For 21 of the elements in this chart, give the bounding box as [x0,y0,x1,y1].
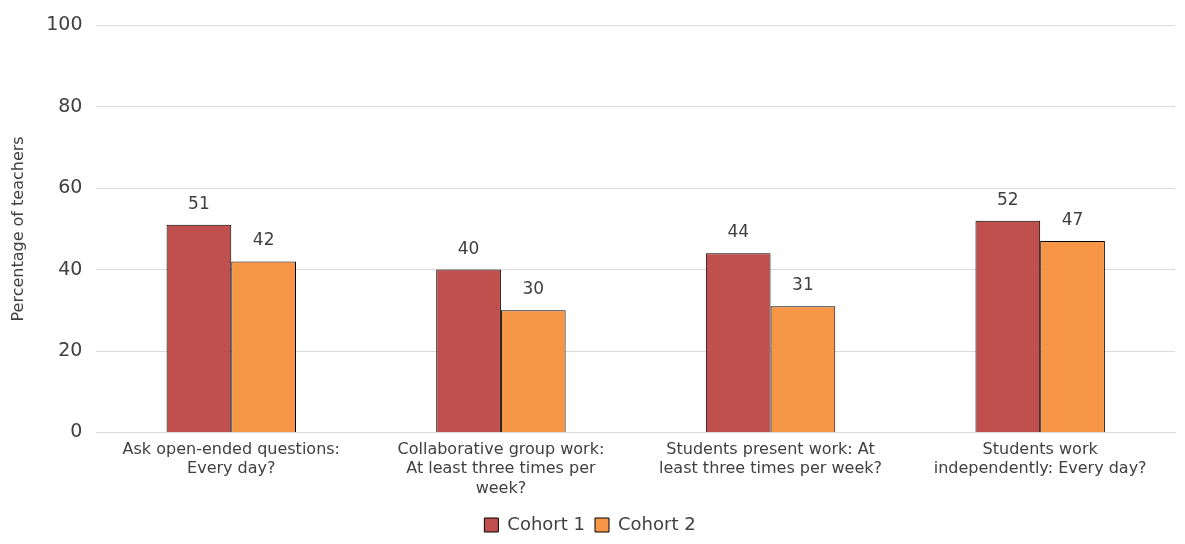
y-tick-label: 60 [58,175,83,198]
y-tick-label: 0 [70,419,83,442]
data-label: 52 [997,188,1019,209]
data-label: 44 [727,221,750,242]
data-label: 40 [457,237,480,258]
data-label: 30 [522,278,545,299]
x-tick-label: Ask open-ended questions: Every day? [122,439,340,478]
x-tick-label: Collaborative group work: At least three times per week? [397,439,605,497]
x-tick-label: Students work independently: Every day? [933,439,1147,478]
data-label: 47 [1061,209,1084,230]
y-tick-label: 100 [46,12,83,35]
y-axis-title: Percentage of teachers [7,136,27,322]
y-tick-label: 80 [58,93,83,116]
y-tick-label: 20 [58,337,83,360]
y-tick-label: 40 [58,256,83,279]
legend-label: Cohort 2 [618,512,696,534]
data-label: 42 [252,229,275,250]
legend-label: Cohort 1 [507,512,586,534]
x-tick-label: Students present work: At least three times per week? [659,439,883,478]
data-label: 31 [792,274,814,295]
data-label: 51 [188,192,210,213]
